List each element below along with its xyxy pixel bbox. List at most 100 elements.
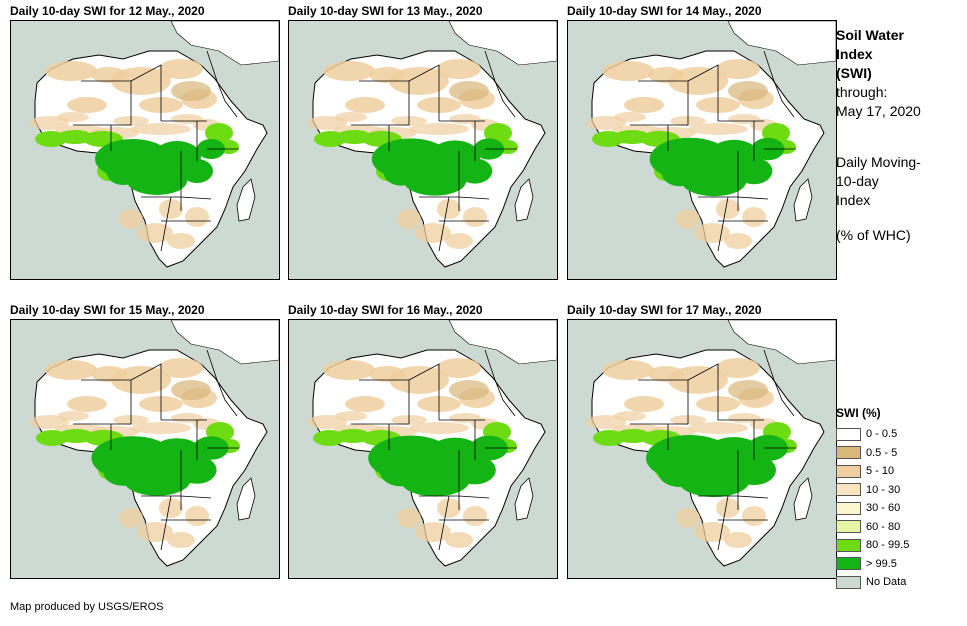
sahel-dry-area xyxy=(409,123,469,135)
swi-map xyxy=(567,319,837,579)
legend-label: 0 - 0.5 xyxy=(866,428,898,441)
country-borders xyxy=(630,363,796,551)
legend-item: 0 - 0.5 xyxy=(836,425,909,444)
description-line: Daily Moving- xyxy=(836,154,921,170)
side-title-line: (SWI) xyxy=(836,65,872,81)
dry-soil-area xyxy=(716,59,760,79)
sahel-dry-area xyxy=(57,411,89,421)
legend-label: No Data xyxy=(866,576,907,589)
very-dry-area xyxy=(449,81,489,101)
dry-soil-area xyxy=(668,366,728,394)
nile-red-sea-outline xyxy=(484,50,516,118)
legend-swatch xyxy=(836,557,861,571)
dry-soil-area xyxy=(67,396,107,412)
sahel-dry-area xyxy=(688,422,748,434)
legend-label: 80 - 99.5 xyxy=(866,539,910,552)
through-label: through: xyxy=(836,84,888,100)
credit-text: Map produced by USGS/EROS xyxy=(10,601,164,613)
legend-label: 5 - 10 xyxy=(866,465,895,478)
legend-swatch xyxy=(836,575,861,589)
sahel-dry-area xyxy=(688,123,748,135)
saturated-soil-area xyxy=(181,159,213,183)
nile-red-sea-outline xyxy=(763,349,795,417)
description-line: Index xyxy=(836,192,871,208)
southern-dry-area xyxy=(676,209,700,229)
southern-dry-area xyxy=(415,522,451,542)
legend-title: SWI (%) xyxy=(836,406,881,420)
sahel-dry-area xyxy=(335,112,367,122)
map-panel-title: Daily 10-day SWI for 14 May., 2020 xyxy=(567,4,762,18)
side-title-line: Soil Water xyxy=(836,27,904,43)
legend-swatch xyxy=(836,446,861,460)
map-panel-17-may: Daily 10-day SWI for 17 May., 2020 xyxy=(567,303,837,579)
swi-map xyxy=(10,319,280,579)
southern-dry-area xyxy=(437,498,461,518)
saturated-soil-area xyxy=(127,167,187,195)
sahel-dry-area xyxy=(29,415,69,429)
legend-swatch xyxy=(836,464,861,478)
saturated-soil-area xyxy=(732,455,776,485)
wet-soil-area xyxy=(484,123,512,143)
sahel-dry-area xyxy=(171,413,203,423)
madagascar xyxy=(236,178,256,222)
sahel-dry-area xyxy=(335,411,367,421)
madagascar xyxy=(514,178,534,222)
southern-dry-area xyxy=(676,508,700,528)
eurasia-land xyxy=(727,21,836,66)
legend-swatch xyxy=(836,538,861,552)
sahel-dry-area xyxy=(171,114,203,124)
wet-soil-area xyxy=(205,123,233,143)
legend-swatch xyxy=(836,427,861,441)
dry-soil-area xyxy=(602,61,654,81)
dry-soil-area xyxy=(668,67,728,95)
dry-soil-area xyxy=(624,396,664,412)
southern-dry-area xyxy=(445,532,473,548)
saturated-soil-area xyxy=(658,457,702,487)
country-borders xyxy=(73,64,239,252)
southern-dry-area xyxy=(159,498,183,518)
legend-label: 30 - 60 xyxy=(866,502,901,515)
saturated-soil-area xyxy=(177,456,217,484)
map-panel-title: Daily 10-day SWI for 17 May., 2020 xyxy=(567,303,762,317)
sahel-dry-area xyxy=(728,114,760,124)
sahel-dry-area xyxy=(614,112,646,122)
eurasia-land xyxy=(170,320,279,365)
southern-dry-area xyxy=(397,508,421,528)
saturated-soil-area xyxy=(107,161,139,185)
southern-dry-area xyxy=(119,209,143,229)
country-borders xyxy=(351,64,517,252)
sahel-dry-area xyxy=(307,116,347,130)
southern-dry-area xyxy=(415,223,451,243)
dry-soil-area xyxy=(345,97,385,113)
saturated-soil-area xyxy=(380,457,422,487)
sahel-dry-area xyxy=(449,114,481,124)
dry-soil-area xyxy=(345,396,385,412)
southern-dry-area xyxy=(445,233,473,249)
sahel-dry-area xyxy=(131,123,191,135)
dry-soil-area xyxy=(437,358,481,378)
dry-soil-area xyxy=(159,59,203,79)
madagascar xyxy=(793,477,813,521)
legend-label: 0.5 - 5 xyxy=(866,446,898,459)
nile-red-sea-outline xyxy=(206,349,238,417)
nile-red-sea-outline xyxy=(763,50,795,118)
map-description: Soil Water Index (SWI) through: May 17, … xyxy=(836,26,966,245)
legend-item: 0.5 - 5 xyxy=(836,444,909,463)
eurasia-land xyxy=(448,320,557,365)
saturated-soil-area xyxy=(103,458,143,486)
legend-item: 10 - 30 xyxy=(836,481,909,500)
southern-dry-area xyxy=(716,199,740,219)
southern-dry-area xyxy=(694,522,730,542)
eurasia-land xyxy=(170,21,279,66)
eurasia-land xyxy=(448,21,557,66)
description-line: 10-day xyxy=(836,173,879,189)
saturated-soil-area xyxy=(735,157,773,185)
map-panel-15-may: Daily 10-day SWI for 15 May., 2020 xyxy=(10,303,280,579)
saturated-soil-area xyxy=(383,160,419,186)
sahel-dry-area xyxy=(586,415,626,429)
very-dry-area xyxy=(171,81,211,101)
legend-label: 60 - 80 xyxy=(866,520,901,533)
dry-soil-area xyxy=(45,360,97,380)
legend: SWI (%) 0 - 0.5 0.5 - 5 5 - 10 10 - 30 30 - … xyxy=(836,406,909,592)
dry-soil-area xyxy=(111,67,171,95)
